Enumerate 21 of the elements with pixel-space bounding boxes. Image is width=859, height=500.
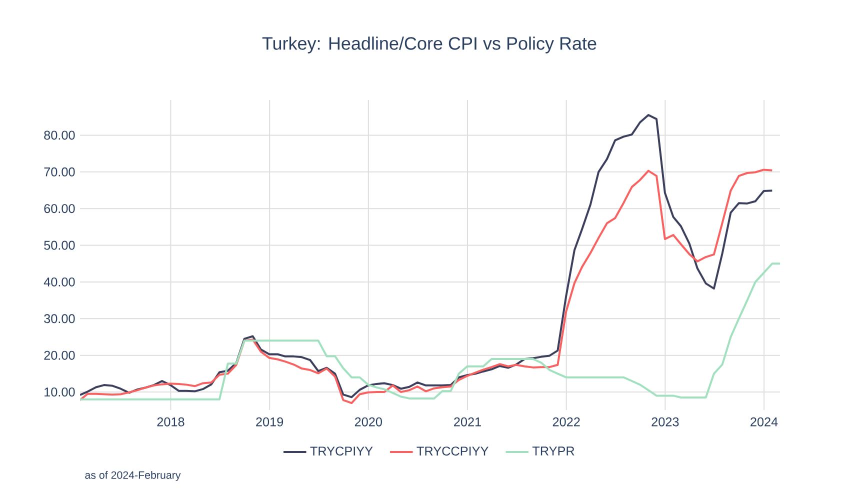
x-tick-label: 2021 xyxy=(454,417,481,426)
x-tick-label: 2023 xyxy=(652,417,679,426)
y-tick-label: 10.00 xyxy=(44,388,75,397)
x-tick-label: 2024 xyxy=(750,417,778,426)
x-tick-label: 2022 xyxy=(552,417,580,426)
line-series xyxy=(80,168,774,404)
y-tick-label: 20.00 xyxy=(44,350,75,360)
legend-label: TRYPR xyxy=(532,446,574,456)
y-tick-label: 30.00 xyxy=(44,314,75,324)
y-tick-label: 80.00 xyxy=(44,130,75,140)
x-tick-label: 2019 xyxy=(256,417,284,426)
x-tick-label: 2020 xyxy=(354,417,382,426)
text: as of 2024-February xyxy=(85,471,181,481)
x-tick-label: 2018 xyxy=(157,417,184,426)
y-tick-label: 70.00 xyxy=(44,167,75,176)
legend-label: TRYCCPIYY xyxy=(416,446,488,456)
y-tick-label: 40.00 xyxy=(44,277,75,286)
y-tick-label: 60.00 xyxy=(44,204,75,214)
y-tick-label: 50.00 xyxy=(44,240,75,250)
chart-title: Turkey: Headline/Core CPI vs Policy Rate xyxy=(262,36,596,54)
legend-label: TRYCPIYY xyxy=(310,446,373,456)
